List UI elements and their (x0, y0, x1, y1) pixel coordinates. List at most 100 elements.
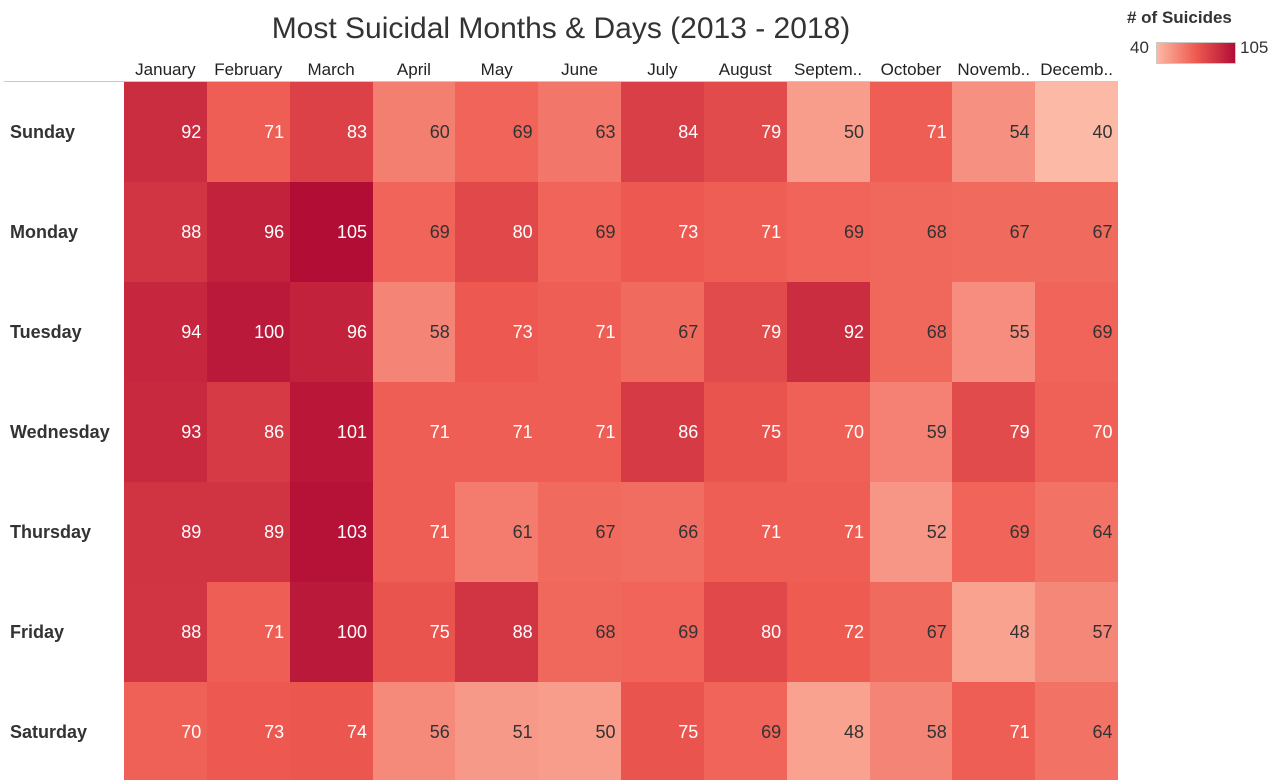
heatmap-cell[interactable]: 69 (703, 682, 788, 780)
heatmap-cell[interactable]: 79 (952, 382, 1036, 482)
heatmap-cell[interactable]: 63 (538, 82, 622, 182)
heatmap-cell[interactable]: 54 (952, 82, 1036, 182)
heatmap-cell[interactable]: 50 (538, 682, 622, 780)
heatmap-cell[interactable]: 64 (1035, 682, 1119, 780)
heatmap-cell[interactable]: 51 (455, 682, 539, 780)
heatmap-cell[interactable]: 103 (289, 482, 373, 582)
heatmap-cell[interactable]: 73 (206, 682, 291, 780)
heatmap-cell[interactable]: 89 (206, 482, 291, 582)
heatmap-cell[interactable]: 86 (621, 382, 705, 482)
heatmap-cell[interactable]: 100 (289, 582, 373, 682)
heatmap-cell[interactable]: 105 (289, 182, 373, 282)
heatmap-cell[interactable]: 67 (1035, 182, 1119, 282)
heatmap-cell[interactable]: 69 (786, 182, 870, 282)
cell-value-label: 71 (264, 122, 285, 142)
heatmap-cell[interactable]: 59 (869, 382, 953, 482)
heatmap-cell[interactable]: 73 (621, 182, 705, 282)
heatmap-cell[interactable]: 50 (786, 82, 870, 182)
cell-value-label: 48 (843, 722, 864, 742)
heatmap-cell[interactable]: 88 (455, 582, 539, 682)
heatmap-cell[interactable]: 69 (1035, 282, 1119, 382)
heatmap-cell[interactable]: 72 (786, 582, 870, 682)
heatmap-cell[interactable]: 57 (1035, 582, 1119, 682)
heatmap-cell[interactable]: 70 (786, 382, 870, 482)
cell-value-label: 75 (761, 422, 782, 442)
heatmap-cell[interactable]: 68 (869, 182, 953, 282)
heatmap-cell[interactable]: 69 (538, 182, 622, 282)
cell-value-label: 86 (264, 422, 285, 442)
heatmap-cell[interactable]: 66 (621, 482, 705, 582)
heatmap-cell[interactable]: 71 (455, 382, 539, 482)
heatmap-cell[interactable]: 69 (621, 582, 705, 682)
heatmap-cell[interactable]: 71 (952, 682, 1036, 780)
heatmap-cell[interactable]: 88 (124, 582, 208, 682)
heatmap-cell[interactable]: 69 (372, 182, 456, 282)
cell-value-label: 75 (429, 622, 450, 642)
heatmap-cell[interactable]: 68 (869, 282, 953, 382)
heatmap-cell[interactable]: 58 (372, 282, 456, 382)
heatmap-cell[interactable]: 60 (372, 82, 456, 182)
cell-value-label: 79 (1009, 422, 1030, 442)
heatmap-cell[interactable]: 88 (124, 182, 208, 282)
heatmap-cell[interactable]: 48 (786, 682, 870, 780)
heatmap-cell[interactable]: 94 (124, 282, 208, 382)
heatmap-cell[interactable]: 71 (372, 482, 456, 582)
heatmap-cell[interactable]: 79 (703, 282, 788, 382)
cell-value-label: 69 (595, 222, 616, 242)
heatmap-cell[interactable]: 71 (206, 582, 291, 682)
heatmap-cell[interactable]: 71 (206, 82, 291, 182)
heatmap-cell[interactable]: 70 (124, 682, 208, 780)
heatmap-cell[interactable]: 74 (289, 682, 373, 780)
heatmap-cell[interactable]: 55 (952, 282, 1036, 382)
heatmap-cell[interactable]: 96 (289, 282, 373, 382)
day-label: Wednesday (10, 422, 110, 442)
heatmap-cell[interactable]: 56 (372, 682, 456, 780)
heatmap-cell[interactable]: 86 (206, 382, 291, 482)
heatmap-cell[interactable]: 80 (455, 182, 539, 282)
cell-value-label: 68 (926, 322, 947, 342)
heatmap-cell[interactable]: 67 (952, 182, 1036, 282)
heatmap-cell[interactable]: 61 (455, 482, 539, 582)
heatmap-cell[interactable]: 68 (538, 582, 622, 682)
cell-value-label: 71 (595, 422, 616, 442)
heatmap-cell[interactable]: 67 (869, 582, 953, 682)
heatmap-cell[interactable]: 71 (538, 282, 622, 382)
heatmap-cell[interactable]: 80 (703, 582, 788, 682)
cell-value-label: 71 (761, 522, 782, 542)
heatmap-cell[interactable]: 101 (289, 382, 373, 482)
heatmap-cell[interactable]: 67 (621, 282, 705, 382)
heatmap-cell[interactable]: 69 (455, 82, 539, 182)
heatmap-cell[interactable]: 83 (289, 82, 373, 182)
heatmap-cell[interactable]: 58 (869, 682, 953, 780)
heatmap-cell[interactable]: 64 (1035, 482, 1119, 582)
heatmap-cell[interactable]: 71 (538, 382, 622, 482)
heatmap-cell[interactable]: 71 (703, 182, 788, 282)
heatmap-cell[interactable]: 92 (124, 82, 208, 182)
heatmap-cell[interactable]: 75 (703, 382, 788, 482)
heatmap-cell[interactable]: 69 (952, 482, 1036, 582)
month-label: March (307, 60, 355, 79)
heatmap-cell[interactable]: 96 (206, 182, 291, 282)
cell-value-label: 70 (1092, 422, 1113, 442)
heatmap-cell[interactable]: 40 (1035, 82, 1119, 182)
heatmap-cell[interactable]: 79 (703, 82, 788, 182)
heatmap-cell[interactable]: 84 (621, 82, 705, 182)
heatmap-cell[interactable]: 71 (703, 482, 788, 582)
heatmap-cell[interactable]: 92 (786, 282, 870, 382)
heatmap-cell[interactable]: 67 (538, 482, 622, 582)
cell-value-label: 67 (678, 322, 699, 342)
heatmap-cell[interactable]: 93 (124, 382, 208, 482)
heatmap-cell[interactable]: 73 (455, 282, 539, 382)
month-label: February (214, 60, 283, 79)
heatmap-cell[interactable]: 70 (1035, 382, 1119, 482)
cell-value-label: 74 (346, 722, 367, 742)
heatmap-cell[interactable]: 52 (869, 482, 953, 582)
heatmap-cell[interactable]: 89 (124, 482, 208, 582)
heatmap-cell[interactable]: 75 (372, 582, 456, 682)
heatmap-cell[interactable]: 75 (621, 682, 705, 780)
heatmap-cell[interactable]: 100 (206, 282, 291, 382)
heatmap-cell[interactable]: 48 (952, 582, 1036, 682)
heatmap-cell[interactable]: 71 (372, 382, 456, 482)
heatmap-cell[interactable]: 71 (869, 82, 953, 182)
heatmap-cell[interactable]: 71 (786, 482, 870, 582)
